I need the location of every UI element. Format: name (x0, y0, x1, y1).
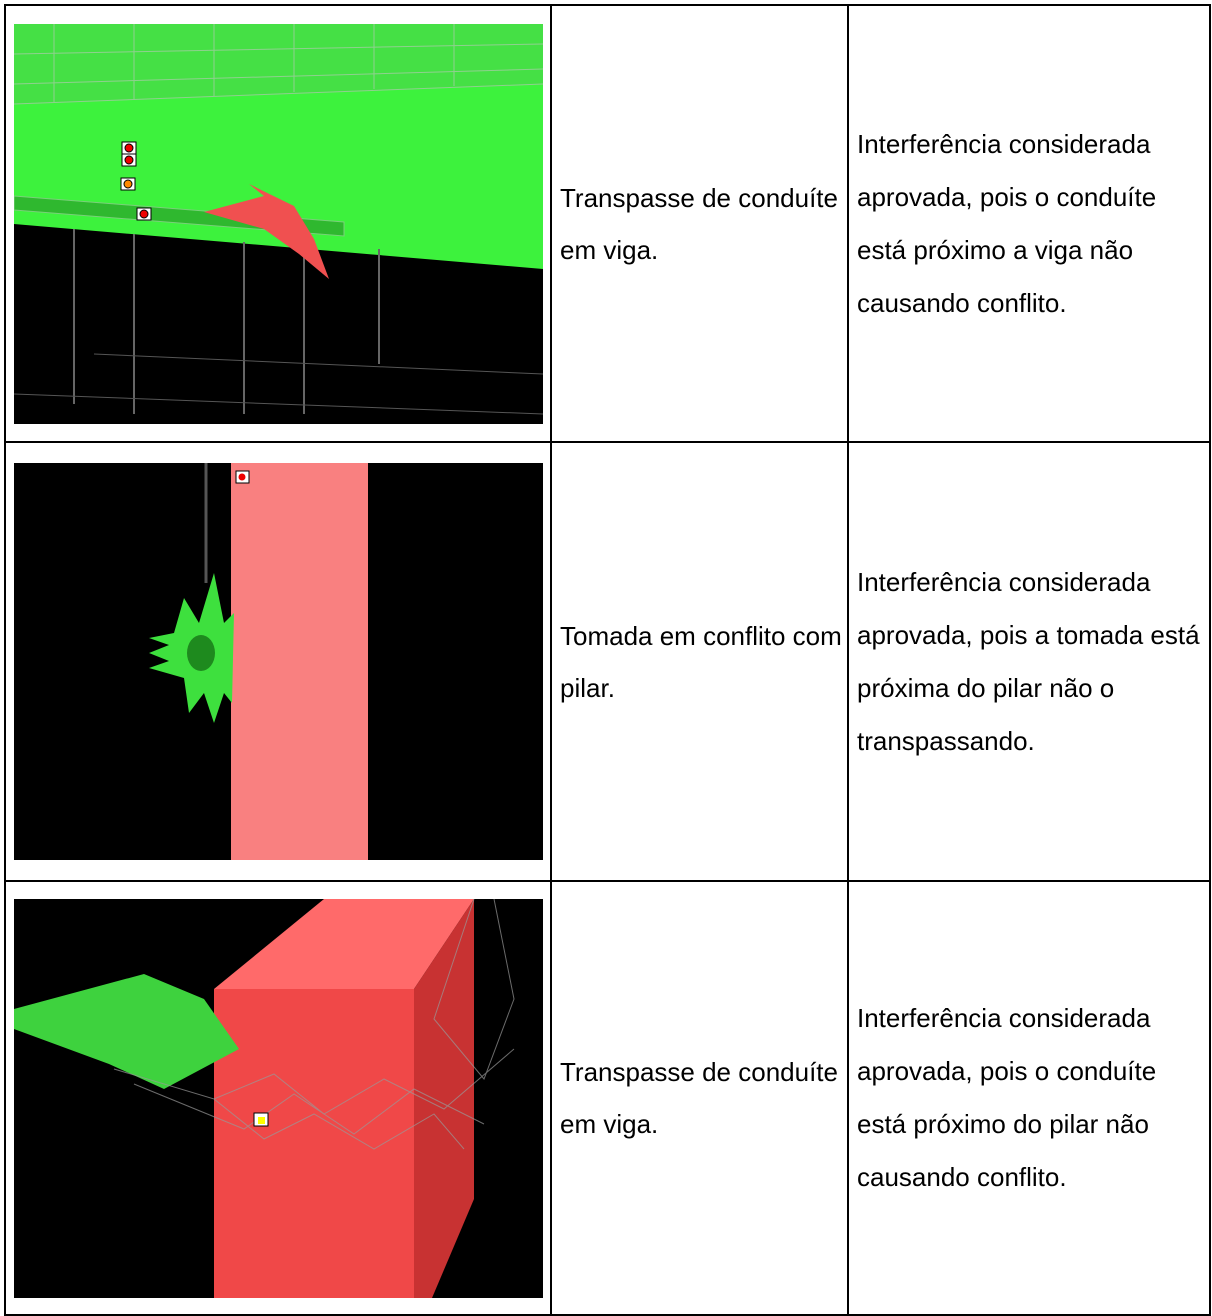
table-row: Transpasse de conduíte em viga. Interfer… (4, 4, 1211, 443)
table-row: Tomada em conflito com pilar. Interferên… (4, 441, 1211, 882)
description-cell: Tomada em conflito com pilar. (550, 441, 849, 882)
image-cell (4, 441, 552, 882)
image-cell (4, 880, 552, 1316)
table-row: Transpasse de conduíte em viga. Interfer… (4, 880, 1211, 1316)
interference-table: Transpasse de conduíte em viga. Interfer… (4, 4, 1211, 1316)
clash-image (13, 463, 543, 860)
analysis-cell: Interferência considerada aprovada, pois… (847, 441, 1211, 882)
clash-image (13, 23, 543, 424)
clash-image (13, 898, 543, 1298)
description-cell: Transpasse de conduíte em viga. (550, 4, 849, 443)
image-cell (4, 4, 552, 443)
description-cell: Transpasse de conduíte em viga. (550, 880, 849, 1316)
analysis-cell: Interferência considerada aprovada, pois… (847, 4, 1211, 443)
analysis-cell: Interferência considerada aprovada, pois… (847, 880, 1211, 1316)
